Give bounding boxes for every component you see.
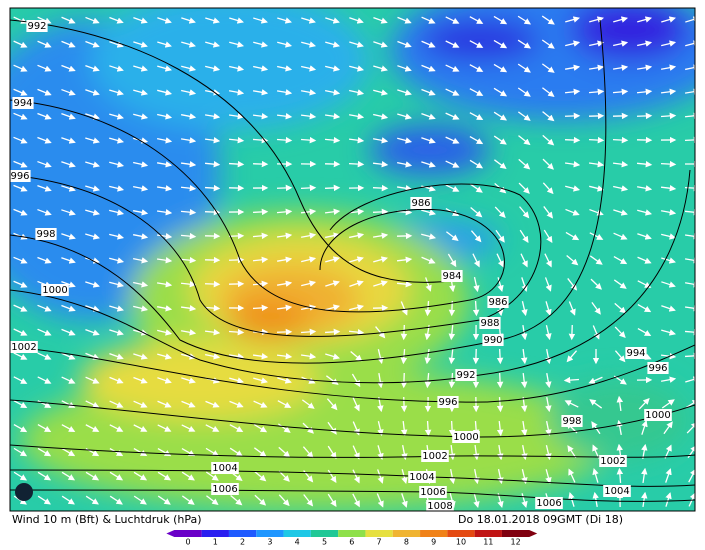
wind-arrow (500, 373, 501, 387)
colorbar-label: 8 (404, 538, 409, 547)
isobar-label: 990 (483, 335, 502, 346)
isobar-label: 1006 (420, 487, 445, 498)
wind-arrow (205, 188, 219, 189)
colorbar-cell (338, 530, 365, 537)
isobar-label: 1000 (453, 432, 478, 443)
isobar-label: 992 (27, 21, 46, 32)
wind-arrow (404, 397, 405, 411)
wind-arrow (589, 140, 603, 141)
isobar-label: 1004 (409, 472, 434, 483)
colorbar-label: 5 (322, 538, 327, 547)
wind-arrow (325, 188, 339, 189)
isobar-label: 996 (438, 397, 457, 408)
isobar-label: 996 (648, 363, 667, 374)
colorbar-label: 11 (483, 538, 493, 547)
wind-arrow (565, 116, 579, 117)
colorbar-cell (420, 530, 447, 537)
wind-arrow (565, 140, 579, 141)
isobar-label: 986 (488, 297, 507, 308)
wind-arrow (373, 188, 387, 189)
isobar-label: 1004 (604, 486, 629, 497)
colorbar-label: 7 (377, 538, 382, 547)
isobar-label: 996 (10, 171, 29, 182)
isobar-label: 992 (456, 370, 475, 381)
wind-arrow (301, 188, 315, 189)
colorbar-cell (256, 530, 283, 537)
colorbar-cell (284, 530, 311, 537)
wind-arrow (661, 164, 675, 165)
colorbar-cell (502, 530, 537, 537)
colorbar-cell (393, 530, 420, 537)
wind-arrow (428, 421, 429, 435)
isobar-label: 1002 (11, 342, 36, 353)
wind-arrow (277, 188, 291, 189)
wind-arrow (349, 164, 363, 165)
colorbar-label: 2 (240, 538, 245, 547)
colorbar-label: 0 (185, 538, 190, 547)
isobar-label: 998 (36, 229, 55, 240)
isobar-label: 1002 (600, 456, 625, 467)
wind-arrow (572, 325, 573, 339)
isobar-label: 1002 (422, 451, 447, 462)
wind-arrow (205, 284, 219, 285)
logo (15, 483, 33, 501)
colorbar-label: 1 (213, 538, 218, 547)
wind-arrow (373, 212, 387, 213)
isobar-label: 998 (562, 416, 581, 427)
isobar-label: 1006 (212, 484, 237, 495)
colorbar-cell (475, 530, 502, 537)
colorbar-label: 6 (349, 538, 354, 547)
colorbar-cell (166, 530, 201, 537)
isobar-label: 1004 (212, 463, 237, 474)
wind-arrow (229, 260, 243, 261)
footer-right: Do 18.01.2018 09GMT (Di 18) (458, 513, 623, 526)
isobar-label: 984 (442, 271, 461, 282)
wind-arrow (500, 349, 501, 363)
wind-arrow (325, 332, 339, 333)
colorbar-label: 4 (295, 538, 300, 547)
isobar-label: 994 (13, 98, 32, 109)
wind-arrow (253, 212, 267, 213)
isobar-label: 1008 (427, 501, 452, 512)
wind-arrow (685, 140, 699, 141)
wind-arrow (404, 325, 405, 339)
wind-arrow (476, 301, 477, 315)
wind-arrow (253, 308, 267, 309)
wind-arrow (229, 164, 243, 165)
colorbar-cell (365, 530, 392, 537)
isobar-label: 986 (411, 198, 430, 209)
wind-arrow (685, 188, 699, 189)
wind-arrow (637, 116, 651, 117)
colorbar-label: 9 (431, 538, 436, 547)
isobar-label: 988 (480, 318, 499, 329)
wind-arrow (613, 140, 627, 141)
colorbar-cell (311, 530, 338, 537)
isobar-label: 994 (626, 348, 645, 359)
colorbar-label: 10 (456, 538, 466, 547)
colorbar-label: 3 (267, 538, 272, 547)
wind-field (0, 0, 705, 511)
wind-arrow (685, 356, 699, 357)
colorbar-label: 12 (511, 538, 521, 547)
colorbar-cell (202, 530, 229, 537)
colorbar-cell (229, 530, 256, 537)
isobar-label: 1006 (536, 498, 561, 509)
colorbar-cell (447, 530, 474, 537)
isobar-label: 1000 (42, 285, 67, 296)
footer-left: Wind 10 m (Bft) & Luchtdruk (hPa) (12, 513, 202, 526)
isobar-label: 1000 (645, 410, 670, 421)
